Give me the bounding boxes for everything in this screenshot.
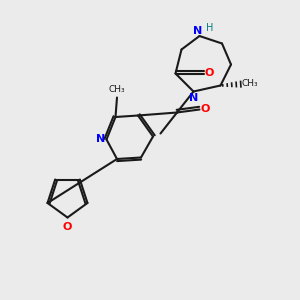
Text: N: N [194, 26, 202, 37]
Text: N: N [96, 134, 105, 145]
Text: O: O [200, 104, 210, 115]
Text: CH₃: CH₃ [241, 80, 258, 88]
Text: O: O [205, 68, 214, 79]
Text: N: N [189, 92, 198, 103]
Text: H: H [206, 22, 214, 33]
Text: CH₃: CH₃ [109, 85, 125, 94]
Text: O: O [63, 221, 72, 232]
